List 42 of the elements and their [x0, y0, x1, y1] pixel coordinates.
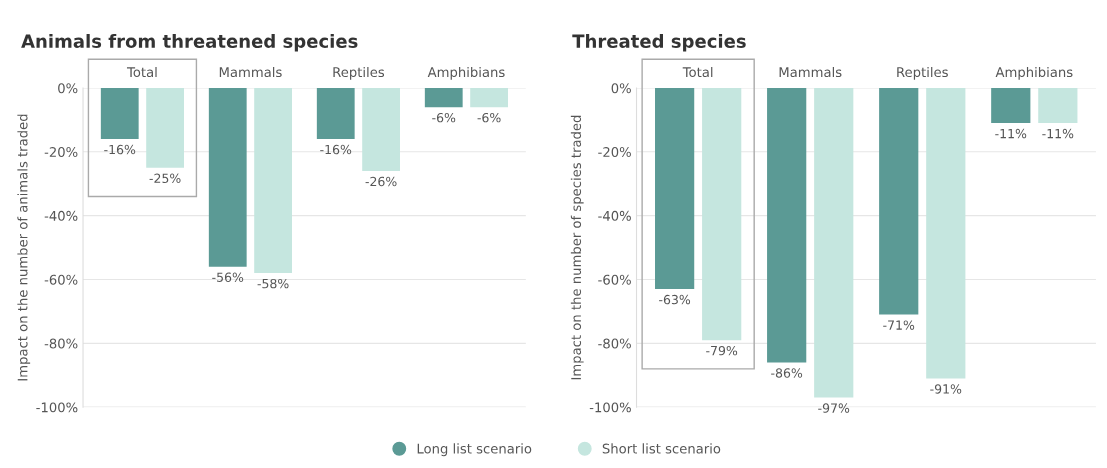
data-label: -6% — [477, 112, 501, 123]
chart-title: Animals from threatened species — [21, 34, 358, 52]
data-label: -26% — [365, 176, 397, 187]
data-label: -63% — [659, 294, 691, 305]
y-tick-label: -40% — [598, 210, 631, 221]
x-tick-label: Mammals — [219, 66, 282, 78]
data-label: -16% — [320, 144, 352, 155]
data-label: -25% — [149, 173, 181, 184]
data-label: -58% — [257, 278, 289, 289]
data-label: -56% — [212, 272, 244, 282]
y-tick-label: -20% — [44, 147, 78, 158]
data-label: -71% — [883, 320, 915, 330]
legend-label: Short list scenario — [602, 443, 721, 454]
x-tick-label: Amphibians — [995, 66, 1073, 80]
y-tick-label: -40% — [44, 210, 78, 221]
data-label: -11% — [1042, 128, 1074, 139]
data-label: -6% — [432, 112, 456, 123]
data-label: -16% — [104, 144, 136, 155]
y-tick-label: -80% — [598, 338, 631, 349]
y-tick-label: -60% — [598, 274, 631, 285]
y-axis-title: Impact on the number of animals traded — [17, 114, 31, 381]
x-tick-label: Amphibians — [427, 66, 505, 80]
y-tick-label: -60% — [44, 274, 78, 285]
y-tick-label: 0% — [58, 83, 78, 94]
data-label: -11% — [995, 128, 1027, 139]
data-label: -91% — [930, 384, 962, 394]
x-tick-label: Reptiles — [897, 66, 948, 80]
data-label: -97% — [818, 403, 850, 413]
data-label: -79% — [706, 345, 738, 356]
y-axis-title: Impact on the number of species traded — [570, 115, 584, 380]
data-label: -86% — [771, 368, 803, 378]
y-tick-label: 0% — [611, 83, 631, 94]
x-tick-label: Total — [126, 66, 157, 78]
y-tick-label: -20% — [598, 147, 631, 158]
x-tick-label: Mammals — [779, 66, 842, 78]
legend-label: Long list scenario — [417, 443, 532, 457]
chart-title: Threated species — [572, 34, 746, 52]
y-tick-label: -100% — [36, 402, 78, 413]
x-tick-label: Reptiles — [333, 66, 385, 80]
y-tick-label: -80% — [44, 338, 78, 349]
y-tick-label: -100% — [589, 402, 631, 413]
x-tick-label: Total — [682, 66, 713, 78]
